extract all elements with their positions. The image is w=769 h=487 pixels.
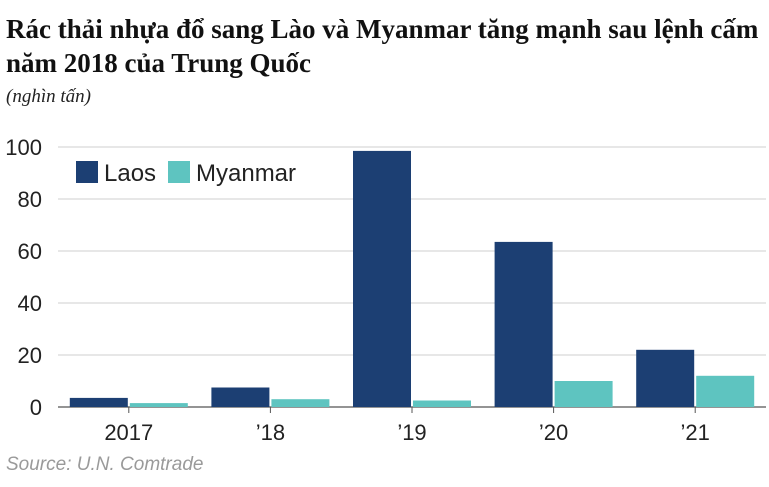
legend-swatch — [76, 161, 98, 183]
x-tick-label: ’18 — [256, 420, 285, 445]
chart-title: Rác thải nhựa đổ sang Lào và Myanmar tăn… — [6, 14, 759, 78]
x-tick-label: ’21 — [681, 420, 710, 445]
bar-myanmar — [271, 399, 330, 407]
y-tick-label: 40 — [18, 291, 42, 316]
x-tick-label: ’20 — [539, 420, 568, 445]
bar-laos — [353, 150, 411, 407]
x-tick-label: 2017 — [104, 420, 153, 445]
source-note: Source: U.N. Comtrade — [6, 454, 204, 475]
bar-myanmar — [554, 381, 613, 407]
legend-swatch — [168, 161, 190, 183]
unit-label: (nghìn tấn) — [6, 86, 91, 107]
bars — [69, 150, 755, 407]
y-axis-ticks: 0 20 40 60 80 100 — [5, 135, 42, 420]
y-tick-label: 20 — [18, 343, 42, 368]
legend-label: Laos — [104, 160, 156, 187]
y-tick-label: 0 — [30, 395, 42, 420]
legend: Laos Myanmar — [76, 160, 296, 187]
y-tick-label: 100 — [5, 135, 42, 160]
bar-laos — [636, 349, 695, 407]
x-axis-ticks: 2017 ’18 ’19 ’20 ’21 — [104, 407, 710, 445]
y-tick-label: 60 — [18, 239, 42, 264]
bar-myanmar — [129, 403, 188, 407]
y-tick-label: 80 — [18, 187, 42, 212]
bar-laos — [211, 387, 270, 407]
bar-myanmar — [413, 400, 471, 407]
bar-laos — [494, 241, 553, 407]
x-tick-label: ’19 — [397, 420, 426, 445]
bar-laos — [69, 397, 128, 407]
legend-label: Myanmar — [196, 160, 296, 187]
bar-myanmar — [696, 375, 755, 407]
